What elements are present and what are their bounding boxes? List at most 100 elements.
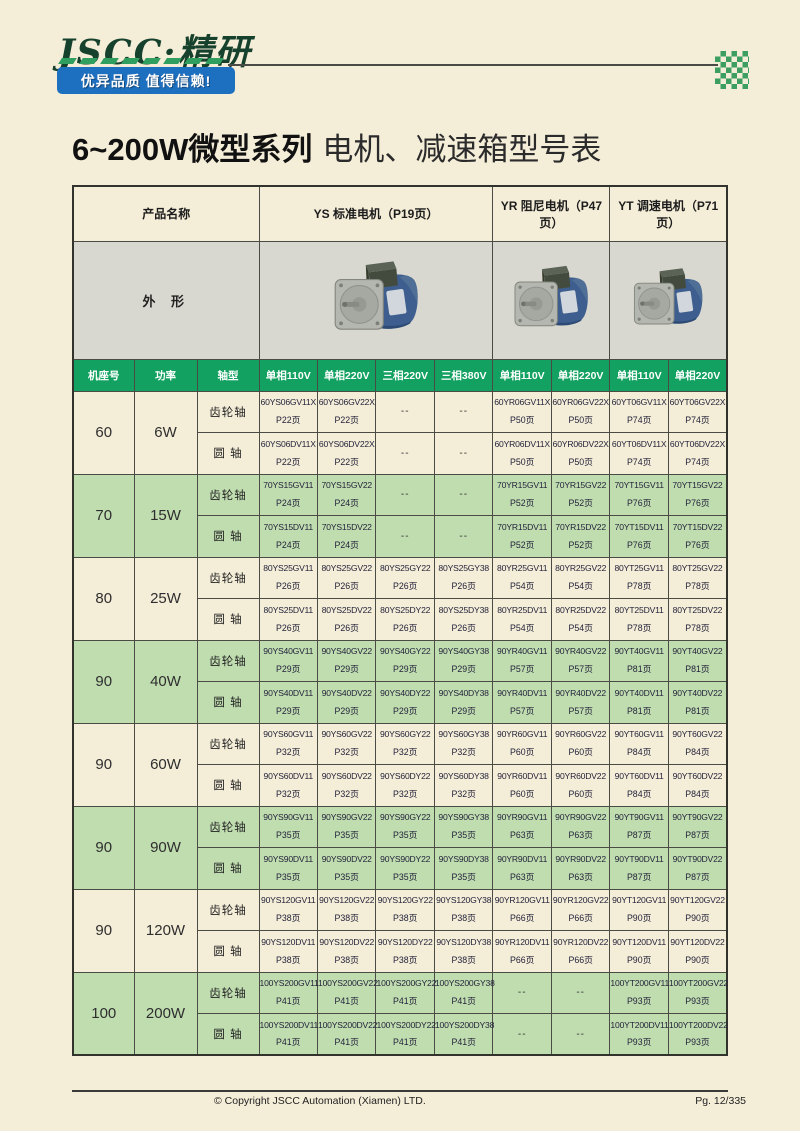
model-number: 90YS60GV11	[263, 729, 314, 740]
model-cell: 70YS15DV11 P24页	[258, 515, 319, 558]
model-cell: 90YR90DV22 P63页	[550, 847, 611, 890]
column-header: 三相220V	[375, 358, 435, 392]
model-cell: 70YT15DV22 P76页	[667, 515, 728, 558]
power-rating: 200W	[133, 971, 198, 1056]
page-ref: P24页	[276, 498, 301, 509]
page-ref: P93页	[685, 1037, 710, 1048]
page-ref: P66页	[568, 913, 593, 924]
page-ref: P26页	[276, 581, 301, 592]
model-cell: 70YR15GV22 P52页	[550, 473, 611, 516]
model-cell: 90YS120GV11 P38页	[258, 888, 319, 931]
page-ref: P50页	[509, 456, 535, 467]
model-cell: 60YT06GV11X P74页	[609, 390, 669, 433]
model-number: 90YS40GY22	[379, 646, 431, 657]
model-cell: 80YR25DV11 P54页	[492, 598, 552, 641]
model-number: 90YS120DY22	[377, 936, 433, 947]
model-number: 80YS25DV22	[321, 604, 372, 615]
model-number: 100YT200DV22	[668, 1019, 728, 1030]
page-ref: P78页	[626, 622, 652, 633]
page-ref: P22页	[334, 415, 359, 426]
model-cell: 90YS60DY38 P32页	[433, 764, 494, 807]
model-number: 80YT25DV22	[672, 604, 723, 615]
model-cell: 90YS60GY38 P32页	[433, 722, 494, 765]
model-cell: 70YT15GV11 P76页	[609, 473, 669, 516]
model-number: 90YR60GV11	[496, 729, 548, 740]
model-number: 100YT200GV22	[668, 978, 729, 989]
page-ref: P29页	[276, 705, 301, 716]
page-ref: P60页	[568, 788, 593, 799]
page-ref: P78页	[685, 581, 710, 592]
page-ref: P90页	[626, 913, 652, 924]
model-cell: 100YT200GV11 P93页	[609, 971, 669, 1014]
model-cell: 90YT40GV22 P81页	[667, 639, 728, 682]
model-number: 90YS120DV11	[261, 936, 316, 947]
model-number: 90YS90DV22	[321, 853, 372, 864]
page-ref: P93页	[626, 1037, 652, 1048]
page-ref: P84页	[685, 747, 710, 758]
shaft-type-round: 圆 轴	[196, 1013, 260, 1056]
model-number: 80YS25GY38	[438, 563, 489, 574]
model-number: 70YS15GV22	[321, 480, 373, 491]
model-number: 90YS120GV11	[261, 895, 316, 906]
model-number: 90YT90GV11	[614, 812, 664, 823]
page-ref: P26页	[276, 622, 301, 633]
model-cell: 70YS15DV22 P24页	[316, 515, 377, 558]
shaft-type-gear: 齿轮轴	[196, 556, 260, 599]
model-number: 90YR60DV22	[555, 770, 606, 781]
page-ref: P41页	[334, 1037, 359, 1048]
page-ref: P57页	[509, 664, 535, 675]
model-cell: 90YT90GV22 P87页	[667, 805, 728, 848]
model-cell: 90YS90GV22 P35页	[316, 805, 377, 848]
page-ref: P26页	[393, 581, 418, 592]
page-ref: P93页	[626, 996, 652, 1007]
not-available-mark: --	[459, 489, 469, 501]
ys-photo-cell	[258, 240, 494, 360]
round-shaft-row: 圆 轴 80YS25DV11 P26页 80YS25DV22 P26页 80YS25DY2…	[73, 598, 728, 641]
page-ref: P38页	[451, 954, 476, 965]
page-title: 6~200W微型系列 电机、减速箱型号表	[72, 124, 601, 169]
model-cell: 90YR90DV11 P63页	[492, 847, 552, 890]
model-cell: 90YR120DV11 P66页	[492, 930, 552, 973]
model-cell: 90YS40DY22 P29页	[375, 681, 435, 724]
model-number: 90YR60GV22	[555, 729, 607, 740]
model-number: 80YR25GV22	[555, 563, 607, 574]
footer-page-number: Pg. 12/335	[695, 1095, 746, 1107]
page-ref: P38页	[393, 954, 418, 965]
model-number: 90YR120DV11	[494, 936, 550, 947]
page-ref: P26页	[451, 581, 476, 592]
model-number: 60YR06GV11X	[494, 397, 551, 408]
page-ref: P26页	[451, 622, 476, 633]
page-ref: P41页	[451, 996, 476, 1007]
page-ref: P35页	[393, 830, 418, 841]
model-cell: 100YT200DV22 P93页	[667, 1013, 728, 1056]
gear-shaft-row: 60 6W 齿轮轴 60YS06GV11X P22页 60YS06GV22X P22页 -- -…	[72, 390, 728, 475]
round-shaft-row: 圆 轴 90YS40DV11 P29页 90YS40DV22 P29页 90YS40DY2…	[73, 681, 728, 724]
model-cell: 90YS40DV11 P29页	[258, 681, 319, 724]
page-ref: P38页	[334, 913, 359, 924]
page-ref: P41页	[393, 1037, 418, 1048]
page-ref: P63页	[568, 871, 593, 882]
page-ref: P90页	[685, 913, 710, 924]
product-group-header-row: 产品名称 YS 标准电机（P19页） YR 阻尼电机（P47页） YT 调速电机…	[72, 185, 728, 242]
model-cell: 90YR120DV22 P66页	[550, 930, 611, 973]
model-cell: --	[375, 390, 435, 433]
page-ref: P57页	[568, 705, 593, 716]
header-rule	[228, 64, 718, 66]
round-shaft-row: 圆 轴 90YS60DV11 P32页 90YS60DV22 P32页 90YS60DY2…	[73, 764, 728, 807]
page-ref: P50页	[568, 456, 593, 467]
page-ref: P81页	[685, 705, 710, 716]
model-cell: 90YS90DV22 P35页	[316, 847, 377, 890]
column-header: 单相220V	[667, 358, 728, 392]
page-ref: P60页	[509, 788, 535, 799]
model-cell: 90YS40GV22 P29页	[316, 639, 377, 682]
model-number: 90YS40DV22	[321, 687, 372, 698]
power-rating: 25W	[133, 556, 198, 641]
model-number: 90YS90GV11	[263, 812, 314, 823]
column-header: 单相110V	[258, 358, 319, 392]
frame-size: 90	[72, 888, 135, 973]
page-ref: P84页	[685, 788, 710, 799]
page-ref: P29页	[451, 705, 476, 716]
shaft-type-round: 圆 轴	[196, 432, 260, 475]
shaft-type-gear: 齿轮轴	[196, 722, 260, 765]
model-cell: 90YR40GV11 P57页	[492, 639, 552, 682]
